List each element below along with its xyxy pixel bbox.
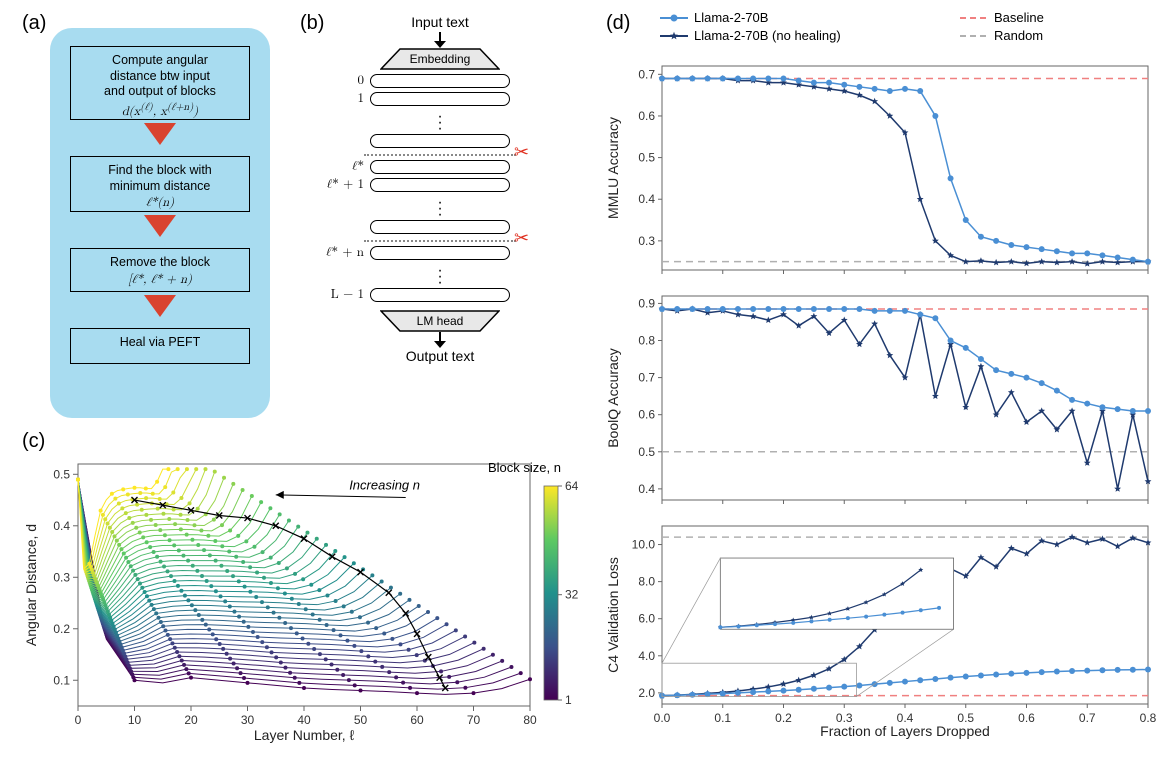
layer-index-label: ℓ* bbox=[352, 159, 364, 175]
svg-text:40: 40 bbox=[297, 713, 311, 727]
svg-text:2.0: 2.0 bbox=[638, 686, 655, 700]
embedding-block: Embedding bbox=[380, 48, 500, 70]
flowchart-step-0: Compute angulardistance btw inputand out… bbox=[70, 46, 250, 120]
svg-text:0.5: 0.5 bbox=[638, 151, 655, 165]
legend: Llama-2-70B Llama-2-70B (no healing) Basel… bbox=[660, 10, 1044, 43]
svg-text:LM head: LM head bbox=[417, 314, 464, 328]
lm-head-block: LM head bbox=[380, 310, 500, 332]
flowchart-arrow-1 bbox=[144, 215, 176, 237]
layer-index-label: 1 bbox=[358, 91, 365, 107]
svg-text:0.7: 0.7 bbox=[1079, 711, 1096, 725]
accuracy-charts-panel: Llama-2-70B Llama-2-70B (no healing) Basel… bbox=[600, 8, 1160, 753]
svg-text:0.7: 0.7 bbox=[638, 67, 655, 81]
svg-text:0.2: 0.2 bbox=[53, 622, 70, 636]
flowchart-step-1: Find the block withminimum distanceℓ*(n) bbox=[70, 156, 250, 212]
svg-text:1: 1 bbox=[565, 693, 572, 707]
svg-text:0.0: 0.0 bbox=[654, 711, 671, 725]
svg-text:Baseline: Baseline bbox=[994, 10, 1044, 25]
flowchart-arrow-2 bbox=[144, 295, 176, 317]
layer-pill bbox=[370, 220, 510, 234]
vertical-ellipsis-icon: ··· bbox=[437, 200, 442, 218]
svg-text:Angular Distance, d: Angular Distance, d bbox=[23, 524, 39, 646]
output-text-label: Output text bbox=[300, 348, 580, 364]
svg-text:0.5: 0.5 bbox=[53, 467, 70, 481]
svg-text:80: 80 bbox=[523, 713, 537, 727]
svg-text:4.0: 4.0 bbox=[638, 649, 655, 663]
vertical-ellipsis-icon: ··· bbox=[437, 114, 442, 132]
svg-text:6.0: 6.0 bbox=[638, 612, 655, 626]
scissors-icon: ✂ bbox=[514, 228, 529, 249]
svg-text:70: 70 bbox=[467, 713, 481, 727]
svg-text:0.8: 0.8 bbox=[638, 334, 655, 348]
cut-line bbox=[364, 240, 516, 242]
vertical-ellipsis-icon: ··· bbox=[437, 268, 442, 286]
svg-text:8.0: 8.0 bbox=[638, 575, 655, 589]
layer-index-label: 0 bbox=[358, 73, 365, 89]
svg-text:Llama-2-70B: Llama-2-70B bbox=[694, 10, 768, 25]
cut-line bbox=[364, 154, 516, 156]
svg-text:Fraction of Layers Dropped: Fraction of Layers Dropped bbox=[820, 723, 990, 739]
svg-text:0.7: 0.7 bbox=[638, 371, 655, 385]
input-text-label: Input text bbox=[300, 14, 580, 30]
scissors-icon: ✂ bbox=[514, 142, 529, 163]
svg-text:0.1: 0.1 bbox=[714, 711, 731, 725]
down-arrow-icon bbox=[433, 332, 447, 348]
layer-index-label: ℓ* + 1 bbox=[327, 177, 364, 193]
svg-text:C4 Validation Loss: C4 Validation Loss bbox=[605, 557, 621, 673]
svg-text:0.6: 0.6 bbox=[1018, 711, 1035, 725]
svg-text:0.5: 0.5 bbox=[638, 445, 655, 459]
svg-text:0.9: 0.9 bbox=[638, 296, 655, 310]
flowchart-arrow-0 bbox=[144, 123, 176, 145]
svg-text:0.4: 0.4 bbox=[638, 482, 655, 496]
layer-index-label: ℓ* + n bbox=[326, 245, 364, 261]
svg-text:0.3: 0.3 bbox=[53, 570, 70, 584]
flowchart-step-3: Heal via PEFT bbox=[70, 328, 250, 364]
layer-pill bbox=[370, 246, 510, 260]
layer-pill bbox=[370, 178, 510, 192]
angular-distance-chart: 0 10 20 30 40 50 60 70 80 0.1 0.2 0.3 0.4 0.5 Layer Nu… bbox=[20, 446, 590, 746]
svg-text:30: 30 bbox=[241, 713, 255, 727]
layer-pill bbox=[370, 288, 510, 302]
svg-text:10.0: 10.0 bbox=[632, 538, 656, 552]
svg-text:Layer Number, ℓ: Layer Number, ℓ bbox=[254, 727, 355, 743]
svg-text:0.4: 0.4 bbox=[638, 192, 655, 206]
svg-text:20: 20 bbox=[184, 713, 198, 727]
svg-text:64: 64 bbox=[565, 479, 579, 493]
svg-text:BoolQ Accuracy: BoolQ Accuracy bbox=[605, 348, 621, 448]
layer-pill bbox=[370, 160, 510, 174]
svg-text:50: 50 bbox=[354, 713, 368, 727]
svg-text:Embedding: Embedding bbox=[410, 52, 471, 66]
svg-text:MMLU Accuracy: MMLU Accuracy bbox=[605, 117, 621, 219]
svg-text:Block size, n: Block size, n bbox=[488, 460, 561, 475]
svg-text:0.6: 0.6 bbox=[638, 408, 655, 422]
svg-text:Increasing n: Increasing n bbox=[349, 478, 420, 493]
layer-index-label: L − 1 bbox=[331, 287, 364, 303]
panel-label-a: (a) bbox=[22, 12, 46, 35]
svg-text:32: 32 bbox=[565, 588, 579, 602]
svg-text:0: 0 bbox=[75, 713, 82, 727]
down-arrow-icon bbox=[433, 32, 447, 48]
layer-pill bbox=[370, 92, 510, 106]
svg-text:0.3: 0.3 bbox=[638, 234, 655, 248]
svg-text:Llama-2-70B (no healing): Llama-2-70B (no healing) bbox=[694, 28, 841, 43]
svg-text:0.8: 0.8 bbox=[1140, 711, 1157, 725]
svg-text:Random: Random bbox=[994, 28, 1043, 43]
flowchart-step-2: Remove the block[ℓ*, ℓ* + n) bbox=[70, 248, 250, 292]
layer-pill bbox=[370, 74, 510, 88]
flowchart-panel: Compute angulardistance btw inputand out… bbox=[50, 28, 270, 418]
layer-pill bbox=[370, 134, 510, 148]
svg-text:0.4: 0.4 bbox=[53, 519, 70, 533]
svg-text:0.2: 0.2 bbox=[775, 711, 792, 725]
svg-text:10: 10 bbox=[128, 713, 142, 727]
network-diagram-panel: Input text Embedding 0 1 ··· ✂ ℓ* ℓ* + 1 ··· ✂ ℓ*… bbox=[300, 10, 580, 430]
svg-text:0.6: 0.6 bbox=[638, 109, 655, 123]
svg-text:0.1: 0.1 bbox=[53, 673, 70, 687]
svg-text:60: 60 bbox=[410, 713, 424, 727]
